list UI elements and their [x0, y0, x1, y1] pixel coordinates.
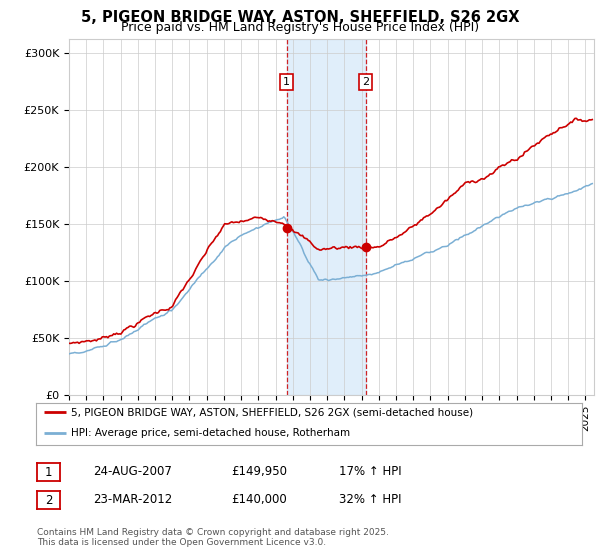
Text: HPI: Average price, semi-detached house, Rotherham: HPI: Average price, semi-detached house,…	[71, 428, 350, 438]
Text: 2: 2	[362, 77, 369, 87]
Text: Contains HM Land Registry data © Crown copyright and database right 2025.
This d: Contains HM Land Registry data © Crown c…	[37, 528, 389, 547]
Text: 24-AUG-2007: 24-AUG-2007	[93, 465, 172, 478]
Text: 1: 1	[45, 465, 52, 479]
Text: 2: 2	[45, 493, 52, 507]
Bar	[287, 39, 365, 395]
Text: 5, PIGEON BRIDGE WAY, ASTON, SHEFFIELD, S26 2GX: 5, PIGEON BRIDGE WAY, ASTON, SHEFFIELD, …	[81, 10, 519, 25]
Text: 23-MAR-2012: 23-MAR-2012	[93, 493, 172, 506]
Text: 5, PIGEON BRIDGE WAY, ASTON, SHEFFIELD, S26 2GX (semi-detached house): 5, PIGEON BRIDGE WAY, ASTON, SHEFFIELD, …	[71, 408, 473, 417]
Text: £149,950: £149,950	[231, 465, 287, 478]
Text: Price paid vs. HM Land Registry's House Price Index (HPI): Price paid vs. HM Land Registry's House …	[121, 21, 479, 34]
Text: 1: 1	[283, 77, 290, 87]
Text: £140,000: £140,000	[231, 493, 287, 506]
Text: 32% ↑ HPI: 32% ↑ HPI	[339, 493, 401, 506]
Text: 17% ↑ HPI: 17% ↑ HPI	[339, 465, 401, 478]
